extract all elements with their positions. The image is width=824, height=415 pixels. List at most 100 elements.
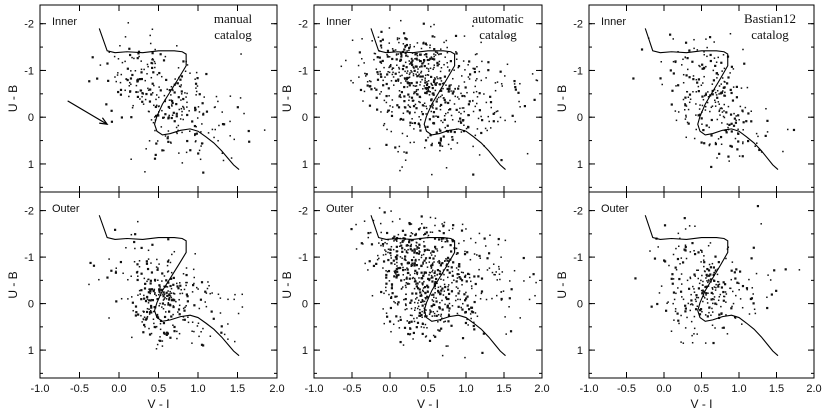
data-point	[400, 96, 402, 99]
data-point	[472, 110, 475, 113]
data-point	[143, 277, 146, 280]
data-point	[117, 72, 119, 74]
data-point	[399, 169, 401, 172]
data-point	[379, 73, 382, 76]
data-point	[150, 288, 154, 291]
data-point	[450, 250, 453, 253]
data-point	[707, 281, 709, 284]
data-point	[714, 99, 716, 102]
data-point	[200, 343, 204, 346]
data-point	[180, 84, 183, 86]
data-point	[745, 287, 749, 290]
data-point	[417, 88, 419, 91]
data-point	[182, 97, 185, 101]
data-point	[413, 45, 416, 48]
data-point	[443, 97, 445, 99]
data-point	[167, 130, 170, 132]
data-point	[667, 301, 669, 303]
data-point	[482, 332, 485, 335]
data-point	[193, 304, 196, 307]
data-point	[526, 152, 529, 155]
data-point	[427, 136, 429, 139]
data-point	[405, 151, 408, 154]
data-point	[175, 300, 177, 303]
data-point	[738, 289, 740, 291]
data-point	[474, 312, 477, 314]
data-point	[154, 280, 156, 282]
data-point	[363, 220, 366, 222]
data-point	[180, 288, 182, 291]
data-point	[423, 326, 425, 329]
data-point	[365, 73, 368, 76]
data-point	[182, 316, 185, 318]
data-point	[381, 38, 384, 41]
data-point	[714, 101, 717, 104]
data-point	[658, 292, 661, 294]
data-point	[473, 70, 477, 74]
data-point	[200, 145, 202, 147]
data-point	[440, 80, 443, 82]
data-point	[416, 75, 419, 78]
data-point	[200, 131, 202, 133]
data-point	[166, 294, 169, 297]
data-point	[146, 298, 149, 300]
data-point	[675, 247, 677, 250]
data-point	[419, 291, 422, 294]
data-point	[414, 58, 416, 60]
data-point	[719, 107, 722, 110]
data-point	[701, 95, 704, 98]
data-point	[440, 238, 443, 240]
data-point	[723, 67, 726, 70]
data-point	[404, 46, 406, 48]
data-point	[165, 298, 168, 300]
data-point	[518, 100, 520, 103]
data-point	[146, 295, 149, 299]
data-point	[385, 253, 387, 256]
data-point	[130, 233, 133, 236]
data-point	[380, 62, 383, 64]
data-point	[436, 52, 439, 54]
data-point	[150, 300, 152, 302]
data-point	[202, 344, 205, 347]
data-point	[140, 314, 142, 317]
data-point	[397, 106, 401, 109]
data-point	[164, 55, 167, 58]
data-point	[412, 239, 414, 242]
data-point	[380, 231, 382, 234]
data-point	[457, 120, 460, 123]
data-point	[660, 285, 663, 287]
data-point	[437, 286, 440, 289]
data-point	[390, 257, 392, 259]
data-point	[422, 22, 425, 25]
data-point	[408, 222, 411, 226]
data-point	[430, 266, 433, 269]
data-point	[723, 103, 726, 106]
data-point	[665, 309, 668, 312]
data-point	[676, 312, 679, 315]
data-point	[428, 118, 431, 121]
data-point	[409, 327, 411, 329]
data-point	[447, 285, 449, 288]
data-point	[683, 248, 686, 251]
data-point	[172, 111, 175, 114]
data-point	[439, 70, 442, 73]
data-point	[402, 268, 405, 272]
data-point	[163, 293, 166, 296]
data-point	[686, 90, 688, 93]
data-point	[240, 53, 242, 55]
data-point	[184, 92, 186, 94]
data-point	[425, 258, 427, 260]
data-point	[140, 77, 143, 81]
data-point	[382, 79, 384, 82]
data-point	[685, 136, 687, 139]
data-point	[415, 85, 418, 87]
data-point	[404, 303, 407, 305]
data-point	[464, 86, 467, 89]
data-point	[739, 105, 742, 108]
data-point	[394, 72, 397, 75]
data-point	[701, 251, 703, 253]
data-point	[397, 150, 399, 153]
data-point	[156, 73, 159, 76]
data-point	[434, 247, 437, 250]
data-point	[418, 277, 420, 279]
